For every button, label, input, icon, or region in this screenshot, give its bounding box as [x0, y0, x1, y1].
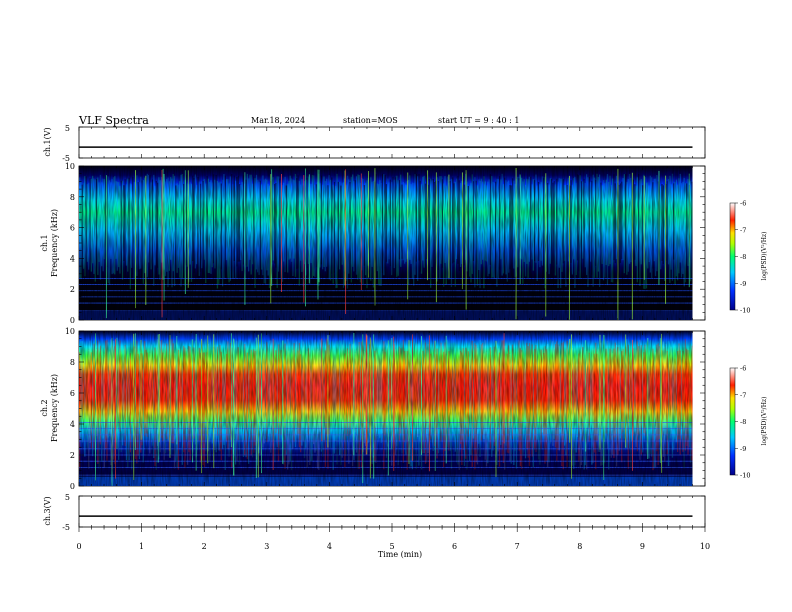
ch2-colorbar-tick-label: -8 [740, 418, 746, 426]
ch2-ytick-label: 8 [70, 358, 75, 367]
ch1-ytick-label: 0 [70, 316, 75, 325]
time-axis-tick-label: 6 [452, 542, 457, 551]
ch2-spectrogram-panel: ch.2 Frequency (kHz) 0 2 4 6 8 10 [40, 327, 706, 491]
ch1-spectrogram-image [79, 166, 693, 320]
ch1-spec-ylabel-freq: Frequency (kHz) [50, 209, 59, 277]
time-axis-tick-label: 8 [577, 542, 582, 551]
ch1-colorbar: -6 -7 -8 -9 -10 log(PSD)(V²/Hz) [729, 200, 768, 315]
ch3-ylabel: ch.3(V) [43, 496, 52, 525]
ch3-waveform-frame [78, 495, 706, 528]
ch1-ylabel: ch.1(V) [43, 127, 52, 156]
ch1-colorbar-tick-label: -10 [740, 307, 750, 315]
ch1-colorbar-tick-label: -7 [740, 226, 746, 234]
ch2-ytick-label: 6 [70, 389, 75, 398]
ch2-colorbar: -6 -7 -8 -9 -10 log(PSD)(V²/Hz) [729, 365, 768, 480]
time-axis-tick-label: 9 [640, 542, 645, 551]
ch1-spectrogram-panel: ch.1 Frequency (kHz) 0 2 4 6 8 10 [40, 162, 706, 325]
ch2-ytick-label: 10 [65, 327, 75, 336]
time-axis-label: Time (min) [378, 550, 422, 559]
time-axis-tick-label: 2 [202, 542, 207, 551]
time-axis-tick-label: 4 [327, 542, 332, 551]
ch1-spec-ylabel-ch: ch.1 [40, 234, 49, 251]
ch1-ytick-label: 10 [65, 162, 75, 171]
time-axis-tick-label: 10 [700, 542, 710, 551]
ch2-ytick-label: 0 [70, 482, 75, 491]
ch2-colorbar-label: log(PSD)(V²/Hz) [761, 397, 768, 446]
ch1-ytick-label: 6 [70, 224, 75, 233]
time-axis-tick-label: 1 [139, 542, 144, 551]
time-axis-tick-label: 5 [389, 542, 394, 551]
ch2-spec-ylabel-ch: ch.2 [40, 399, 49, 416]
ch2-ytick-label: 4 [70, 420, 75, 429]
ch2-ytick-label: 2 [70, 451, 75, 460]
ch1-ytick-top: 5 [65, 124, 70, 133]
ch1-ytick-label: 4 [70, 254, 75, 263]
ch3-waveform-panel: 5 -5 ch.3(V) [43, 493, 706, 532]
ch1-spectrogram-grain [79, 166, 693, 320]
ch1-waveform-frame [78, 126, 706, 159]
ch3-ytick-top: 5 [65, 493, 70, 502]
ch3-ytick-bottom: -5 [62, 523, 70, 532]
ch2-spectrogram-image [79, 331, 693, 486]
ch2-spectrogram-grain [79, 331, 693, 486]
ch1-waveform-panel: 5 -5 ch.1(V) [43, 124, 706, 163]
ch2-colorbar-tick-label: -7 [740, 391, 746, 399]
ch2-colorbar-tick-label: -9 [740, 445, 746, 453]
figure-title: VLF Spectra [78, 114, 149, 127]
ch1-ytick-bottom: -5 [62, 154, 70, 163]
ch1-colorbar-tick-label: -9 [740, 280, 746, 288]
time-axis-tick-label: 7 [515, 542, 520, 551]
station-label: station=MOS [343, 116, 398, 125]
ch1-ytick-label: 8 [70, 193, 75, 202]
time-axis: 0 1 2 3 4 5 6 7 8 9 10 Time (min) [76, 527, 710, 559]
ch2-colorbar-tick-label: -10 [740, 472, 750, 480]
ch2-spec-ylabel-freq: Frequency (kHz) [50, 374, 59, 442]
ch2-colorbar-tick-label: -6 [740, 365, 746, 373]
ch1-colorbar-label: log(PSD)(V²/Hz) [761, 232, 768, 281]
ch1-colorbar-tick-label: -8 [740, 253, 746, 261]
ch1-colorbar-gradient [729, 202, 736, 311]
date-label: Mar.18, 2024 [251, 116, 305, 125]
time-axis-tick-label: 3 [264, 542, 269, 551]
ch1-ytick-label: 2 [70, 285, 75, 294]
ch1-colorbar-tick-label: -6 [740, 200, 746, 208]
ch2-colorbar-gradient [729, 367, 736, 476]
start-ut-label: start UT = 9 : 40 : 1 [438, 116, 519, 125]
time-axis-tick-label: 0 [76, 542, 81, 551]
